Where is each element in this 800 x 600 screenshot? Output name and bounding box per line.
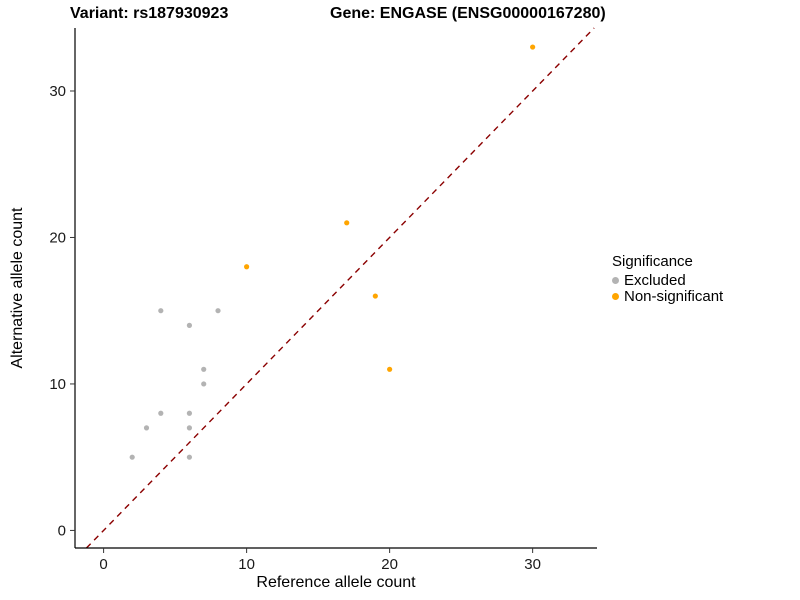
x-tick-label: 20 [381,556,398,573]
legend: Significance Excluded Non-significant [612,253,724,305]
y-tick-label: 30 [49,83,66,100]
y-tick-label: 10 [49,376,66,393]
y-tick-label: 0 [58,522,66,539]
identity-line [85,27,595,549]
data-point-excluded [186,322,193,328]
data-point-excluded [201,366,207,372]
data-point-excluded [186,454,193,460]
data-point-non-significant [372,293,378,299]
legend-item: Non-significant [612,287,724,305]
x-tick-label: 30 [524,556,541,573]
legend-item: Excluded [612,271,723,289]
data-point-excluded [201,381,207,387]
data-point-excluded [215,308,221,314]
data-point-excluded [143,425,150,431]
x-tick-label: 0 [99,556,107,573]
data-point-excluded [186,410,193,416]
data-point-excluded [186,425,193,431]
legend-label: Non-significant [624,287,724,305]
data-point-excluded [158,308,164,314]
x-axis-label: Reference allele count [256,574,416,591]
data-point-excluded [129,454,135,460]
legend-label: Excluded [624,271,686,289]
y-tick-label: 20 [49,229,66,246]
y-axis-label: Alternative allele count [9,207,26,369]
data-point-non-significant [344,220,350,226]
gene-title: Gene: ENGASE (ENSG00000167280) [330,5,606,22]
x-tick-label: 10 [238,556,255,573]
data-point-non-significant [530,44,536,50]
data-point-excluded [158,410,164,416]
legend-title: Significance [612,253,693,270]
legend-items: Excluded Non-significant [612,271,724,305]
data-point-non-significant [387,366,393,372]
data-point-non-significant [244,264,250,270]
legend-key-dot [612,292,619,300]
legend-key-dot [612,276,619,284]
variant-title: Variant: rs187930923 [70,5,229,22]
